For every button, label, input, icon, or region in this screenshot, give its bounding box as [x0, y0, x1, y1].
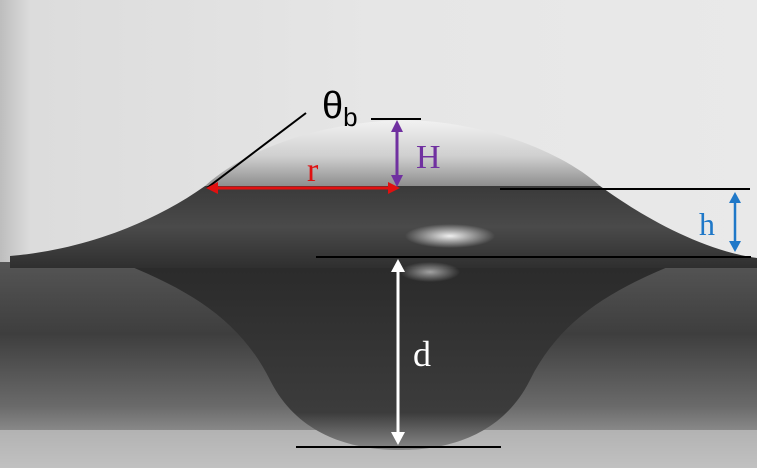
- r-arrow: [206, 182, 400, 194]
- r-label: r: [307, 152, 319, 189]
- d-arrow: [391, 259, 405, 445]
- H-arrow: [391, 120, 403, 187]
- H-label: H: [416, 139, 441, 176]
- submerged-lens: [120, 262, 680, 450]
- droplet-cap: [205, 120, 600, 186]
- inner-highlight: [405, 224, 495, 248]
- theta-tangent-line: [206, 112, 307, 189]
- theta-label: θb: [322, 85, 358, 132]
- d-label: d: [413, 334, 431, 374]
- h-arrow: [729, 192, 741, 252]
- h-label: h: [699, 206, 715, 242]
- droplet-body: [10, 186, 757, 268]
- lens-highlight: [400, 262, 460, 282]
